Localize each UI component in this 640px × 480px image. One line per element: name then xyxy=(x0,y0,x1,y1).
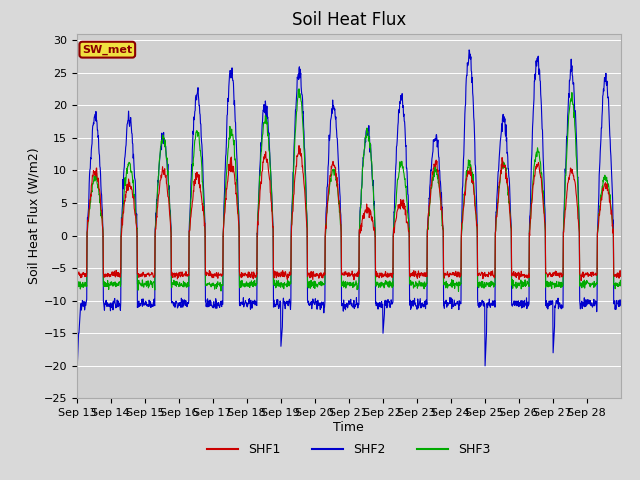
SHF1 xyxy=(335,199,342,204)
Legend: SHF1, SHF2, SHF3: SHF1, SHF2, SHF3 xyxy=(202,438,495,461)
SHF1 xyxy=(158,172,166,178)
SHF2 xyxy=(73,376,81,382)
Title: Soil Heat Flux: Soil Heat Flux xyxy=(292,11,406,29)
SHF2 xyxy=(477,302,485,308)
Line: SHF2: SHF2 xyxy=(77,50,621,379)
SHF1 xyxy=(477,271,485,277)
SHF3 xyxy=(295,86,303,92)
SHF3 xyxy=(557,279,565,285)
SHF1 xyxy=(295,143,303,148)
SHF1 xyxy=(73,272,81,278)
Line: SHF1: SHF1 xyxy=(77,145,621,281)
SHF2 xyxy=(617,301,625,307)
Line: SHF3: SHF3 xyxy=(77,89,621,291)
SHF3 xyxy=(477,278,485,284)
SHF2 xyxy=(158,130,166,136)
SHF3 xyxy=(324,193,332,199)
Text: SW_met: SW_met xyxy=(82,45,132,55)
SHF1 xyxy=(557,272,564,277)
SHF1 xyxy=(611,274,618,279)
Y-axis label: Soil Heat Flux (W/m2): Soil Heat Flux (W/m2) xyxy=(28,148,41,284)
SHF3 xyxy=(617,281,625,287)
SHF2 xyxy=(335,160,342,166)
SHF1 xyxy=(324,191,332,196)
SHF2 xyxy=(557,303,564,309)
SHF2 xyxy=(610,301,618,307)
X-axis label: Time: Time xyxy=(333,421,364,434)
SHF1 xyxy=(577,278,585,284)
SHF2 xyxy=(324,164,332,170)
SHF3 xyxy=(73,283,81,288)
SHF3 xyxy=(335,201,342,207)
SHF1 xyxy=(617,271,625,277)
SHF2 xyxy=(465,47,473,53)
SHF3 xyxy=(454,288,462,294)
SHF3 xyxy=(158,141,166,146)
SHF3 xyxy=(611,280,618,286)
